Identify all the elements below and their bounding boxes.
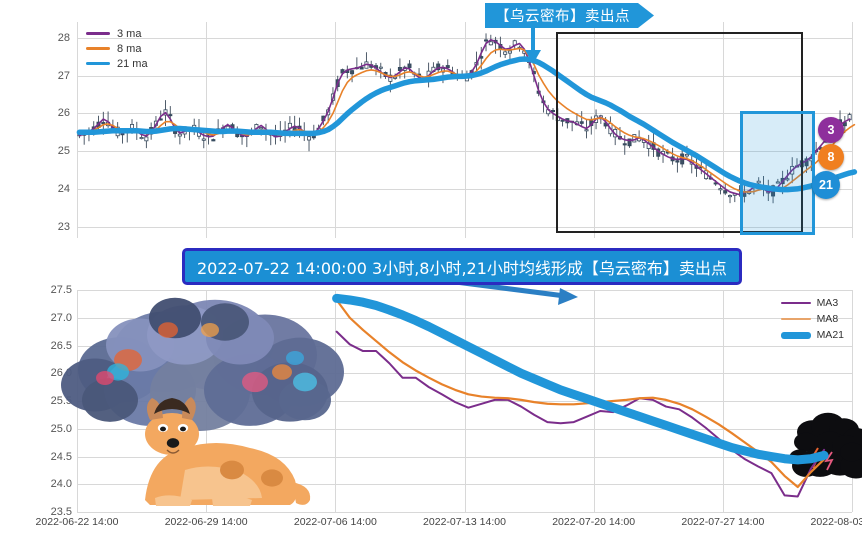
bottom-x-tick-label: 2022-07-13 14:00 bbox=[423, 516, 506, 528]
legend-item-ma8: MA8 bbox=[780, 311, 844, 327]
top-gridline-v bbox=[852, 22, 853, 238]
legend-label-3ma: 3 ma bbox=[117, 27, 142, 40]
bottom-y-tick-label: 24.5 bbox=[50, 450, 72, 463]
legend-item-3ma: 3 ma bbox=[86, 26, 148, 41]
legend-label-ma3: MA3 bbox=[816, 297, 839, 309]
legend-item-8ma: 8 ma bbox=[86, 41, 148, 56]
legend-label-8ma: 8 ma bbox=[117, 42, 142, 55]
bottom-y-tick-label: 25.5 bbox=[50, 395, 72, 407]
bottom-x-tick-label: 2022-07-27 14:00 bbox=[681, 516, 765, 528]
bottom-gridline-v bbox=[77, 290, 78, 512]
signal-description-text: 2022-07-22 14:00:00 3小时,8小时,21小时均线形成【乌云密… bbox=[197, 258, 727, 278]
top-y-tick-label: 26 bbox=[57, 107, 70, 120]
bottom-y-tick-label: 26.5 bbox=[50, 339, 72, 352]
signal-description-banner[interactable]: 2022-07-22 14:00:00 3小时,8小时,21小时均线形成【乌云密… bbox=[182, 248, 742, 285]
top-gridline-v bbox=[77, 22, 78, 238]
legend-item-21ma: 21 ma bbox=[86, 56, 148, 71]
bottom-chart-legend: MA3 MA8 MA21 bbox=[780, 295, 844, 343]
top-y-tick-label: 24 bbox=[57, 182, 70, 195]
legend-label-ma21: MA21 bbox=[816, 329, 844, 341]
bottom-gridline-v bbox=[206, 290, 208, 512]
legend-label-ma8: MA8 bbox=[816, 313, 839, 325]
top-y-tick-label: 28 bbox=[57, 31, 70, 44]
ma21-badge-label: 21 bbox=[819, 178, 833, 192]
bottom-gridline-v bbox=[722, 290, 724, 512]
legend-swatch-ma21 bbox=[780, 331, 811, 339]
ma3-badge-label: 3 bbox=[827, 123, 835, 137]
blue-highlight-rect bbox=[740, 111, 816, 235]
bottom-x-tick-label: 2022-06-29 14:00 bbox=[164, 516, 248, 528]
bottom-y-tick-label: 27.5 bbox=[50, 284, 72, 296]
sell-signal-banner-label: 【乌云密布】卖出点 bbox=[495, 9, 630, 25]
top-gridline-v bbox=[206, 22, 208, 238]
bottom-x-tick-label: 2022-07-06 14:00 bbox=[293, 516, 377, 528]
ma8-badge-label: 8 bbox=[827, 150, 835, 164]
legend-swatch-8ma bbox=[86, 47, 110, 50]
legend-swatch-21ma bbox=[86, 62, 110, 65]
ma21-badge[interactable]: 21 bbox=[812, 171, 840, 199]
legend-item-ma21: MA21 bbox=[780, 327, 844, 343]
top-y-tick-label: 27 bbox=[57, 69, 70, 82]
top-y-tick-label: 23 bbox=[57, 220, 70, 233]
legend-label-21ma: 21 ma bbox=[117, 57, 148, 70]
bottom-gridline-v bbox=[335, 290, 337, 512]
bottom-x-tick-label: 2022-07-20 14:00 bbox=[552, 516, 636, 528]
sell-signal-banner[interactable]: 【乌云密布】卖出点 bbox=[485, 3, 654, 28]
bottom-gridline-h bbox=[77, 512, 852, 513]
bottom-gridline-v bbox=[852, 290, 853, 512]
bottom-y-tick-label: 27.0 bbox=[50, 311, 72, 324]
bottom-x-tick-label: 2022-06-22 14:00 bbox=[35, 516, 119, 528]
ma8-badge[interactable]: 8 bbox=[818, 144, 844, 170]
legend-swatch-3ma bbox=[86, 32, 110, 35]
bottom-y-tick-label: 24.0 bbox=[50, 478, 72, 491]
bottom-gridline-v bbox=[464, 290, 466, 512]
top-chart-legend: 3 ma 8 ma 21 ma bbox=[86, 26, 148, 71]
bottom-gridline-v bbox=[593, 290, 595, 512]
bottom-y-tick-label: 25.0 bbox=[50, 422, 72, 435]
ma3-badge[interactable]: 3 bbox=[818, 117, 844, 143]
legend-swatch-ma3 bbox=[780, 301, 811, 305]
top-gridline-v bbox=[335, 22, 337, 238]
legend-swatch-ma8 bbox=[780, 317, 811, 321]
bottom-y-tick-label: 26.0 bbox=[50, 367, 72, 380]
legend-item-ma3: MA3 bbox=[780, 295, 844, 311]
top-gridline-v bbox=[464, 22, 466, 238]
bottom-x-tick-label: 2022-08-03 14:00 bbox=[810, 516, 862, 528]
bottom-chart-plot[interactable]: MA3 MA8 MA21 bbox=[77, 290, 853, 513]
bottom-y-tick-label: 23.5 bbox=[50, 506, 72, 518]
top-y-tick-label: 25 bbox=[57, 145, 70, 158]
